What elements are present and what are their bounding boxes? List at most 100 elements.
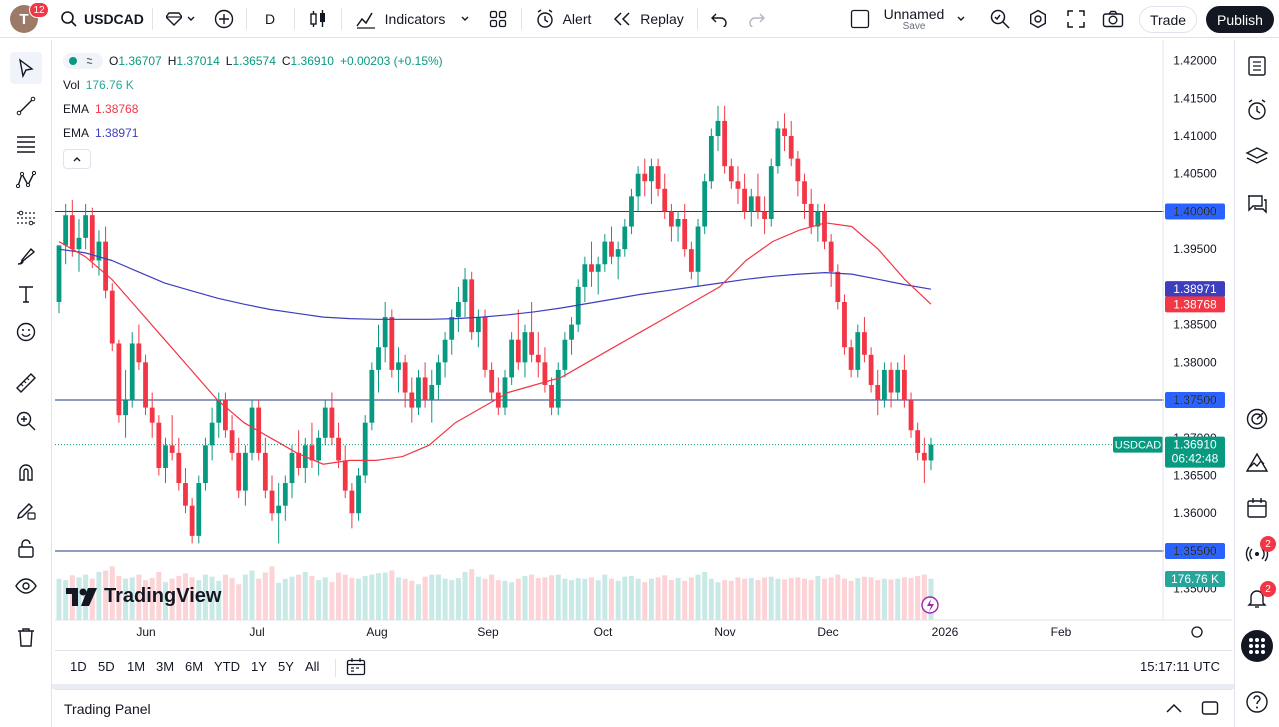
tradingview-logo[interactable]: TradingView [66,585,221,608]
notifications-button[interactable] [1241,582,1273,614]
range-1d[interactable]: 1D [70,659,87,674]
goto-date-icon[interactable] [346,657,366,677]
candle [668,211,674,227]
magnet-tool[interactable] [10,456,42,488]
price-chart[interactable]: 1.40000 1.37500 1.35500 1.42000 1.41500 1.410… [55,40,1232,650]
candle [229,430,235,453]
indicators-dropdown[interactable] [454,5,476,33]
ideas-button[interactable] [1241,447,1273,479]
candle [569,324,574,340]
help-button[interactable] [1241,686,1273,718]
avatar-letter: T [19,10,29,28]
range-6m[interactable]: 6M [185,659,204,674]
chart-pane[interactable]: 1.40000 1.37500 1.35500 1.42000 1.41500 1.410… [55,40,1232,650]
technicals-button[interactable] [1241,403,1273,435]
candle [196,483,202,536]
candle [895,369,901,393]
volume-bar [376,573,382,620]
ema-long-legend-row[interactable]: EMA 1.38971 [63,121,443,145]
legend-collapse-button[interactable] [63,149,91,169]
text-tool[interactable] [10,278,42,310]
alerts-panel-button[interactable] [1241,94,1273,126]
volume-bar [881,578,887,620]
range-all[interactable]: All [305,659,320,674]
candle [442,339,448,363]
stay-drawing-tool[interactable] [10,494,42,526]
time-tick-label: Sep [477,625,499,639]
candle [376,347,381,370]
candle [602,241,608,265]
chart-type-button[interactable] [304,5,332,33]
axis-settings-icon[interactable] [1191,626,1203,638]
apps-grid-icon [1249,638,1265,654]
products-button[interactable] [1241,630,1273,662]
trade-button[interactable]: Trade [1139,6,1197,33]
measure-tool[interactable] [10,367,42,399]
panel-divider[interactable] [52,684,1234,689]
quick-search-button[interactable] [986,5,1014,33]
cursor-tool[interactable] [10,52,42,84]
fib-tool[interactable] [10,128,42,160]
clock[interactable]: 15:17:11 UTC [1140,659,1220,674]
candle [156,422,162,468]
candle [56,245,62,302]
undo-button[interactable] [706,5,732,33]
volume-bar [409,580,415,620]
candle [742,188,748,212]
trendline-tool[interactable] [10,90,42,122]
interval-button[interactable]: D [264,11,276,27]
layout-name-button[interactable]: Unnamed Save [880,5,948,33]
add-symbol-button[interactable] [210,5,238,33]
range-toolbar: 1D 5D 1M 3M 6M YTD 1Y 5Y All 15:17:11 UT… [55,650,1232,682]
select-layout-checkbox[interactable] [848,5,872,33]
settings-button[interactable] [1024,5,1052,33]
templates-button[interactable] [484,5,512,33]
watchlist-button[interactable] [1241,50,1273,82]
chats-button[interactable] [1241,188,1273,220]
remove-drawings-tool[interactable] [10,621,42,653]
fullscreen-button[interactable] [1062,5,1090,33]
calendar-button[interactable] [1241,492,1273,524]
trading-panel-label[interactable]: Trading Panel [64,701,151,717]
brush-tool[interactable] [10,240,42,272]
candle [123,400,128,416]
forecast-tool[interactable] [10,202,42,234]
redo-button[interactable] [744,5,770,33]
indicators-button[interactable]: Indicators [352,5,448,33]
volume-bar [136,574,142,620]
candle [822,211,827,242]
volume-bar [549,575,555,620]
candle [882,369,887,401]
lock-drawings-tool[interactable] [10,532,42,564]
layout-dropdown[interactable] [950,5,972,33]
emoji-tool[interactable] [10,316,42,348]
symbol-options-button[interactable] [158,5,204,33]
range-1m[interactable]: 1M [127,659,146,674]
ema-short-line [58,222,932,465]
hide-drawings-tool[interactable] [10,570,42,602]
pencil-lock-icon [17,503,36,520]
pattern-tool[interactable] [10,164,42,196]
volume-bar [628,576,634,620]
maximize-panel-icon[interactable] [1201,699,1219,717]
ema-short-legend-row[interactable]: EMA 1.38768 [63,97,443,121]
range-5y[interactable]: 5Y [278,659,294,674]
streams-button[interactable] [1241,536,1273,568]
zoom-tool[interactable] [10,405,42,437]
volume-bar [795,577,801,620]
candle [316,437,322,461]
alert-button[interactable]: Alert [530,5,596,33]
symbol-search-button[interactable]: USDCAD [55,5,151,33]
volume-legend-row[interactable]: Vol 176.76 K [63,73,443,97]
range-1y[interactable]: 1Y [251,659,267,674]
volume-bar [835,574,841,620]
range-5d[interactable]: 5D [98,659,115,674]
object-tree-button[interactable] [1241,141,1273,173]
range-3m[interactable]: 3M [156,659,175,674]
range-ytd[interactable]: YTD [214,659,240,674]
publish-button[interactable]: Publish [1206,6,1274,33]
replay-button[interactable]: Replay [610,5,686,33]
chevron-up-icon[interactable] [1165,701,1183,715]
snapshot-button[interactable] [1099,5,1127,33]
candle [322,407,328,438]
